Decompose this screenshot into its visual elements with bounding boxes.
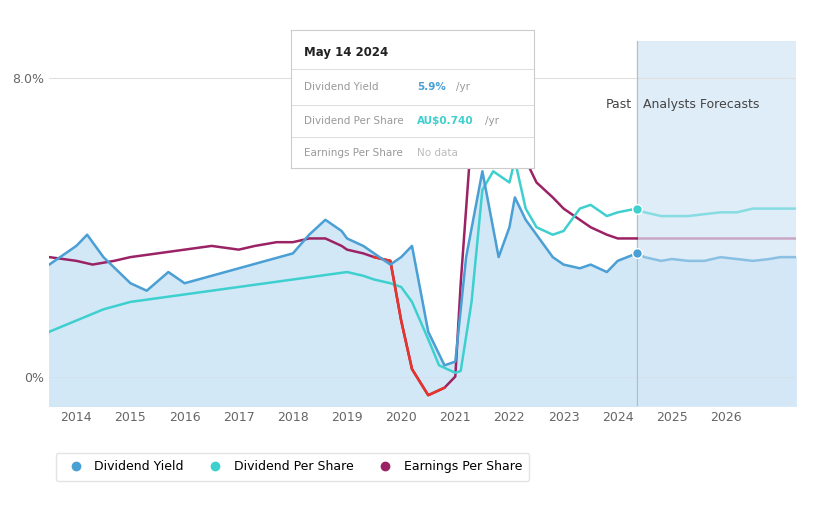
Text: Past: Past (606, 98, 632, 111)
Text: Dividend Yield: Dividend Yield (304, 82, 378, 92)
Legend: Dividend Yield, Dividend Per Share, Earnings Per Share: Dividend Yield, Dividend Per Share, Earn… (56, 453, 530, 481)
Text: /yr: /yr (485, 116, 499, 126)
Text: Analysts Forecasts: Analysts Forecasts (643, 98, 759, 111)
Text: /yr: /yr (456, 82, 470, 92)
Text: 5.9%: 5.9% (417, 82, 447, 92)
Bar (636, 41, 796, 406)
Text: Dividend Per Share: Dividend Per Share (304, 116, 403, 126)
Text: Earnings Per Share: Earnings Per Share (304, 147, 402, 157)
Text: May 14 2024: May 14 2024 (304, 46, 388, 59)
Text: AU$0.740: AU$0.740 (417, 116, 474, 126)
Text: No data: No data (417, 147, 458, 157)
